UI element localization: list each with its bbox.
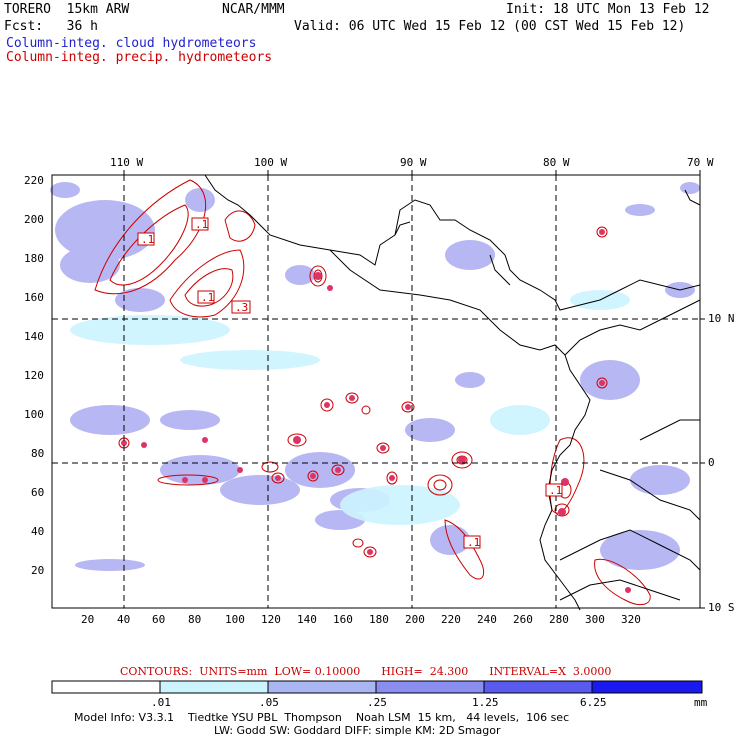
contour-label: .1 <box>201 291 215 304</box>
y-tick: 120 <box>24 369 44 382</box>
y-tick: 140 <box>24 330 44 343</box>
y-tick: 20 <box>31 564 45 577</box>
colorbar-label: 1.25 <box>472 696 499 709</box>
lon-label-70w: 70 W <box>687 156 714 169</box>
lon-label-90w: 90 W <box>400 156 427 169</box>
map-frame <box>51 174 701 609</box>
organization-label: NCAR/MMM <box>222 2 285 17</box>
contour-label: .1 <box>141 233 155 246</box>
model-title: TORERO 15km ARW <box>4 2 130 17</box>
x-tick: 300 <box>585 613 605 626</box>
x-tick: 100 <box>225 613 245 626</box>
precip-maxima-fill <box>121 229 631 593</box>
x-tick: 220 <box>441 613 461 626</box>
x-tick: 240 <box>477 613 497 626</box>
cloud-field-label: Column-integ. cloud hydrometeors <box>6 36 257 51</box>
x-tick: 260 <box>513 613 533 626</box>
colorbar-label: .01 <box>151 696 171 709</box>
x-tick: 80 <box>188 613 202 626</box>
lon-label-100w: 100 W <box>254 156 288 169</box>
precip-field-label: Column-integ. precip. hydrometeors <box>6 50 273 65</box>
y-tick: 80 <box>31 447 45 460</box>
coastlines <box>204 174 701 611</box>
init-time: Init: 18 UTC Mon 13 Feb 12 <box>506 2 710 17</box>
model-info: Model Info: V3.3.1 Tiedtke YSU PBL Thomp… <box>74 711 570 724</box>
x-tick: 20 <box>81 613 95 626</box>
precip-hydrometeor-contours <box>94 179 651 606</box>
contour-label: .1 <box>467 536 481 549</box>
lon-label-80w: 80 W <box>543 156 570 169</box>
x-tick: 60 <box>152 613 166 626</box>
x-tick: 320 <box>621 613 641 626</box>
contour-label: .1 <box>549 484 563 497</box>
x-tick: 280 <box>549 613 569 626</box>
contour-info: CONTOURS: UNITS=mm LOW= 0.10000 HIGH= 24… <box>120 665 612 678</box>
lat-label-10n: 10 N <box>708 312 735 325</box>
contour-label-boxes <box>137 217 563 549</box>
x-tick: 200 <box>405 613 425 626</box>
y-tick: 100 <box>24 408 44 421</box>
x-tick: 120 <box>261 613 281 626</box>
lat-label-10s: 10 S <box>708 601 735 614</box>
lat-label-0: 0 <box>708 456 715 469</box>
x-tick: 140 <box>297 613 317 626</box>
y-tick: 40 <box>31 525 45 538</box>
x-tick: 180 <box>369 613 389 626</box>
colorbar-label: .05 <box>259 696 279 709</box>
colorbar-label: .25 <box>367 696 387 709</box>
y-tick: 60 <box>31 486 45 499</box>
graticule <box>52 175 700 608</box>
x-tick: 40 <box>117 613 131 626</box>
valid-time: Valid: 06 UTC Wed 15 Feb 12 (00 CST Wed … <box>294 19 686 34</box>
lon-label-110w: 110 W <box>110 156 144 169</box>
model-physics: LW: Godd SW: Goddard DIFF: simple KM: 2D… <box>214 724 501 737</box>
y-tick: 160 <box>24 291 44 304</box>
colorbar-label: 6.25 <box>580 696 607 709</box>
y-tick: 220 <box>24 174 44 187</box>
x-tick: 160 <box>333 613 353 626</box>
y-tick: 180 <box>24 252 44 265</box>
contour-label: .3 <box>235 301 249 314</box>
axis-ticks <box>123 170 705 609</box>
colorbar-unit: mm <box>694 696 708 709</box>
contour-label: .1 <box>195 218 209 231</box>
y-tick: 200 <box>24 213 44 226</box>
forecast-hour: Fcst: 36 h <box>4 19 98 34</box>
